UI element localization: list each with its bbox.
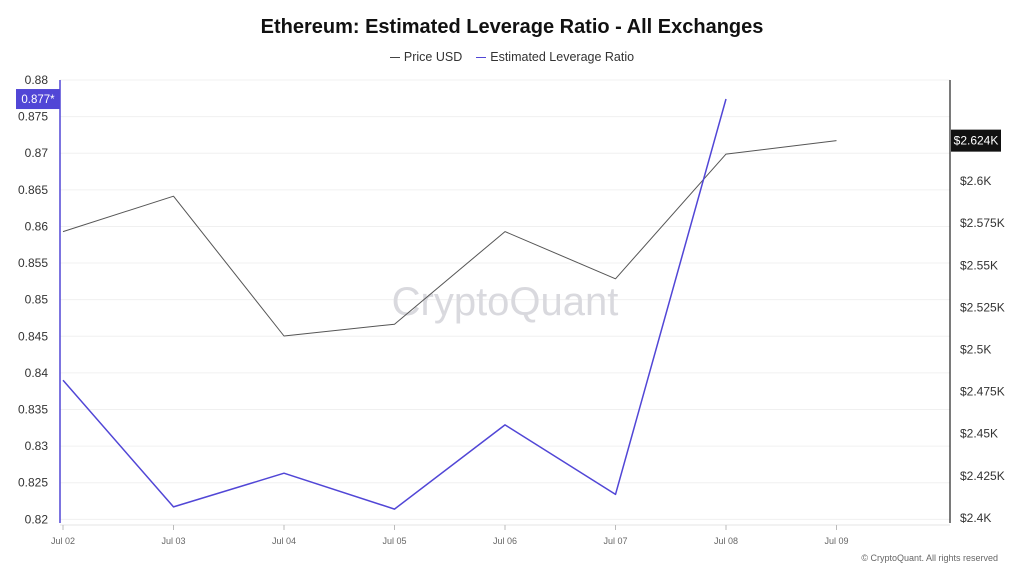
x-tick-label: Jul 02 [51,536,75,546]
copyright-footer: © CryptoQuant. All rights reserved [861,553,998,563]
legend-item-leverage[interactable]: Estimated Leverage Ratio [476,50,634,64]
left-tick-label: 0.88 [25,73,49,87]
legend-swatch-leverage [476,56,487,58]
price-usd-line [62,140,837,337]
x-tick-label: Jul 03 [161,536,185,546]
left-tick-label: 0.845 [18,329,48,343]
right-tick-label: $2.425K [960,469,1005,483]
left-tick-label: 0.84 [25,366,49,380]
x-tick-label: Jul 04 [272,536,296,546]
legend-swatch-price [389,56,400,58]
left-tick-label: 0.85 [25,293,49,307]
x-tick-label: Jul 07 [603,536,627,546]
left-tick-label: 0.825 [18,476,48,490]
right-tick-label: $2.525K [960,300,1005,314]
right-tick-label: $2.4K [960,511,991,525]
right-tick-label: $2.45K [960,427,998,441]
left-tick-label: 0.86 [25,219,49,233]
left-current-marker-label: 0.877* [21,94,55,106]
left-tick-label: 0.835 [18,403,48,417]
left-current-marker [16,89,60,110]
right-tick-label: $2.575K [960,216,1005,230]
right-current-marker [951,129,1001,152]
left-tick-label: 0.865 [18,183,48,197]
legend-label-leverage: Estimated Leverage Ratio [490,50,635,64]
left-tick-label: 0.87 [25,146,49,160]
x-tick-label: Jul 08 [714,536,738,546]
right-current-marker-label: $2.624K [954,134,999,148]
x-tick-label: Jul 06 [493,536,517,546]
left-tick-label: 0.82 [25,512,49,526]
x-tick-label: Jul 05 [382,536,406,546]
right-tick-label: $2.475K [960,385,1005,399]
left-tick-label: 0.83 [25,439,49,453]
chart-title: Ethereum: Estimated Leverage Ratio - All… [260,16,764,38]
footer-text: © CryptoQuant. All rights reserved [861,553,998,563]
left-tick-label: 0.855 [18,256,48,270]
right-tick-label: $2.6K [960,174,991,188]
left-tick-label: 0.875 [18,110,48,124]
legend-item-price[interactable]: Price USD [389,50,463,64]
legend-label-price: Price USD [403,50,463,64]
chart-legend: Price USD Estimated Leverage Ratio [0,50,1024,64]
right-tick-label: $2.55K [960,258,998,272]
right-tick-label: $2.5K [960,343,991,357]
x-tick-label: Jul 09 [824,536,848,546]
leverage-ratio-line [62,98,727,510]
watermark-text: CryptoQuant [392,280,619,324]
